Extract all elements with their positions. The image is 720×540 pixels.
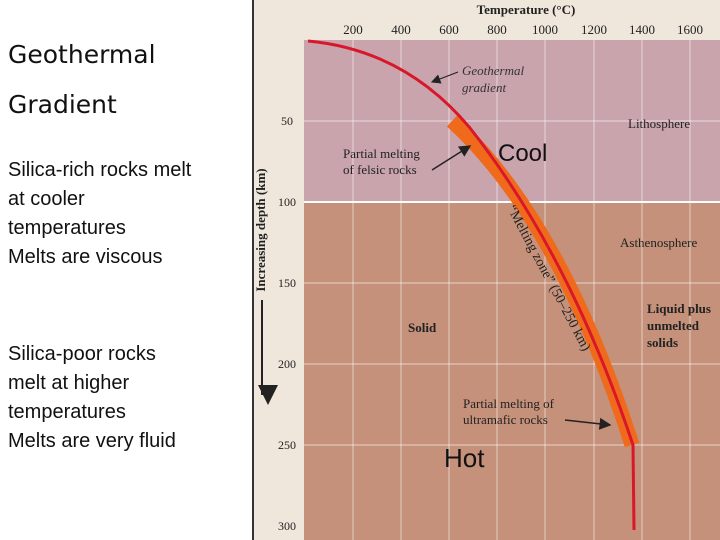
slide-title-line-2: Gradient [8,90,117,119]
partial-melting-ultramafic-label: Partial melting of ultramafic rocks [463,396,555,427]
depth-tick: 150 [278,276,296,290]
depth-tick: 250 [278,438,296,452]
temperature-tick: 200 [343,22,363,37]
mafic-note-line: Melts are very fluid [8,430,176,452]
felsic-note-line: at cooler [8,188,85,210]
hot-annotation: Hot [444,443,485,473]
depth-axis-title: Increasing depth (km) [253,168,268,291]
felsic-note-line: temperatures [8,217,126,239]
label-line: Partial melting [343,146,420,161]
geothermal-gradient-pointer [430,71,459,84]
felsic-melting-arrow [431,145,472,171]
depth-tick-labels: 50 100 150 200 250 300 [278,114,296,533]
felsic-note: Silica-rich rocks melt at cooler tempera… [8,156,191,272]
vertical-gridlines [352,40,691,540]
geothermal-gradient-curve [307,39,636,531]
diagram-frame-left [252,0,254,540]
mafic-note-line: Silica-poor rocks [8,343,156,365]
mafic-note-line: melt at higher [8,372,130,394]
partial-melting-felsic-label: Partial melting of felsic rocks [343,146,420,177]
mafic-note-line: temperatures [8,401,126,423]
felsic-note-line: Melts are viscous [8,246,163,268]
label-line: Partial melting of [463,396,555,411]
temperature-tick: 1200 [581,22,607,37]
solid-label: Solid [408,320,437,335]
label-line: Geothermal [462,63,524,78]
label-line: of felsic rocks [343,162,417,177]
asthenosphere-label: Asthenosphere [620,235,697,250]
label-line: unmelted [647,318,700,333]
temperature-tick: 1600 [677,22,703,37]
slide-title-line-1: Geothermal [8,40,156,69]
temperature-tick: 600 [439,22,459,37]
label-line: ultramafic rocks [463,412,548,427]
header-band [254,0,720,40]
temperature-tick-labels: 200 400 600 800 1000 1200 1400 1600 [343,22,703,37]
temperature-tick: 1000 [532,22,558,37]
depth-tick: 100 [278,195,296,209]
temperature-tick: 1400 [629,22,655,37]
depth-tick: 200 [278,357,296,371]
ultramafic-melting-arrow [564,417,612,430]
depth-tick: 50 [281,114,293,128]
horizontal-gridlines [304,120,720,446]
cool-annotation: Cool [498,140,547,167]
asthenosphere-region [304,202,720,540]
label-line: gradient [462,80,506,95]
geothermal-gradient-label: Geothermal gradient [462,63,524,95]
temperature-tick: 400 [391,22,411,37]
liquid-plus-unmelted-label: Liquid plus unmelted solids [647,301,711,350]
depth-tick: 300 [278,519,296,533]
temperature-tick: 800 [487,22,507,37]
depth-axis-band [254,40,304,540]
mafic-note: Silica-poor rocks melt at higher tempera… [8,340,176,456]
felsic-note-line: Silica-rich rocks melt [8,159,192,181]
label-line: solids [647,335,678,350]
label-line: Liquid plus [647,301,711,316]
temperature-axis-title: Temperature (°C) [477,2,576,17]
lithosphere-label: Lithosphere [628,116,690,131]
